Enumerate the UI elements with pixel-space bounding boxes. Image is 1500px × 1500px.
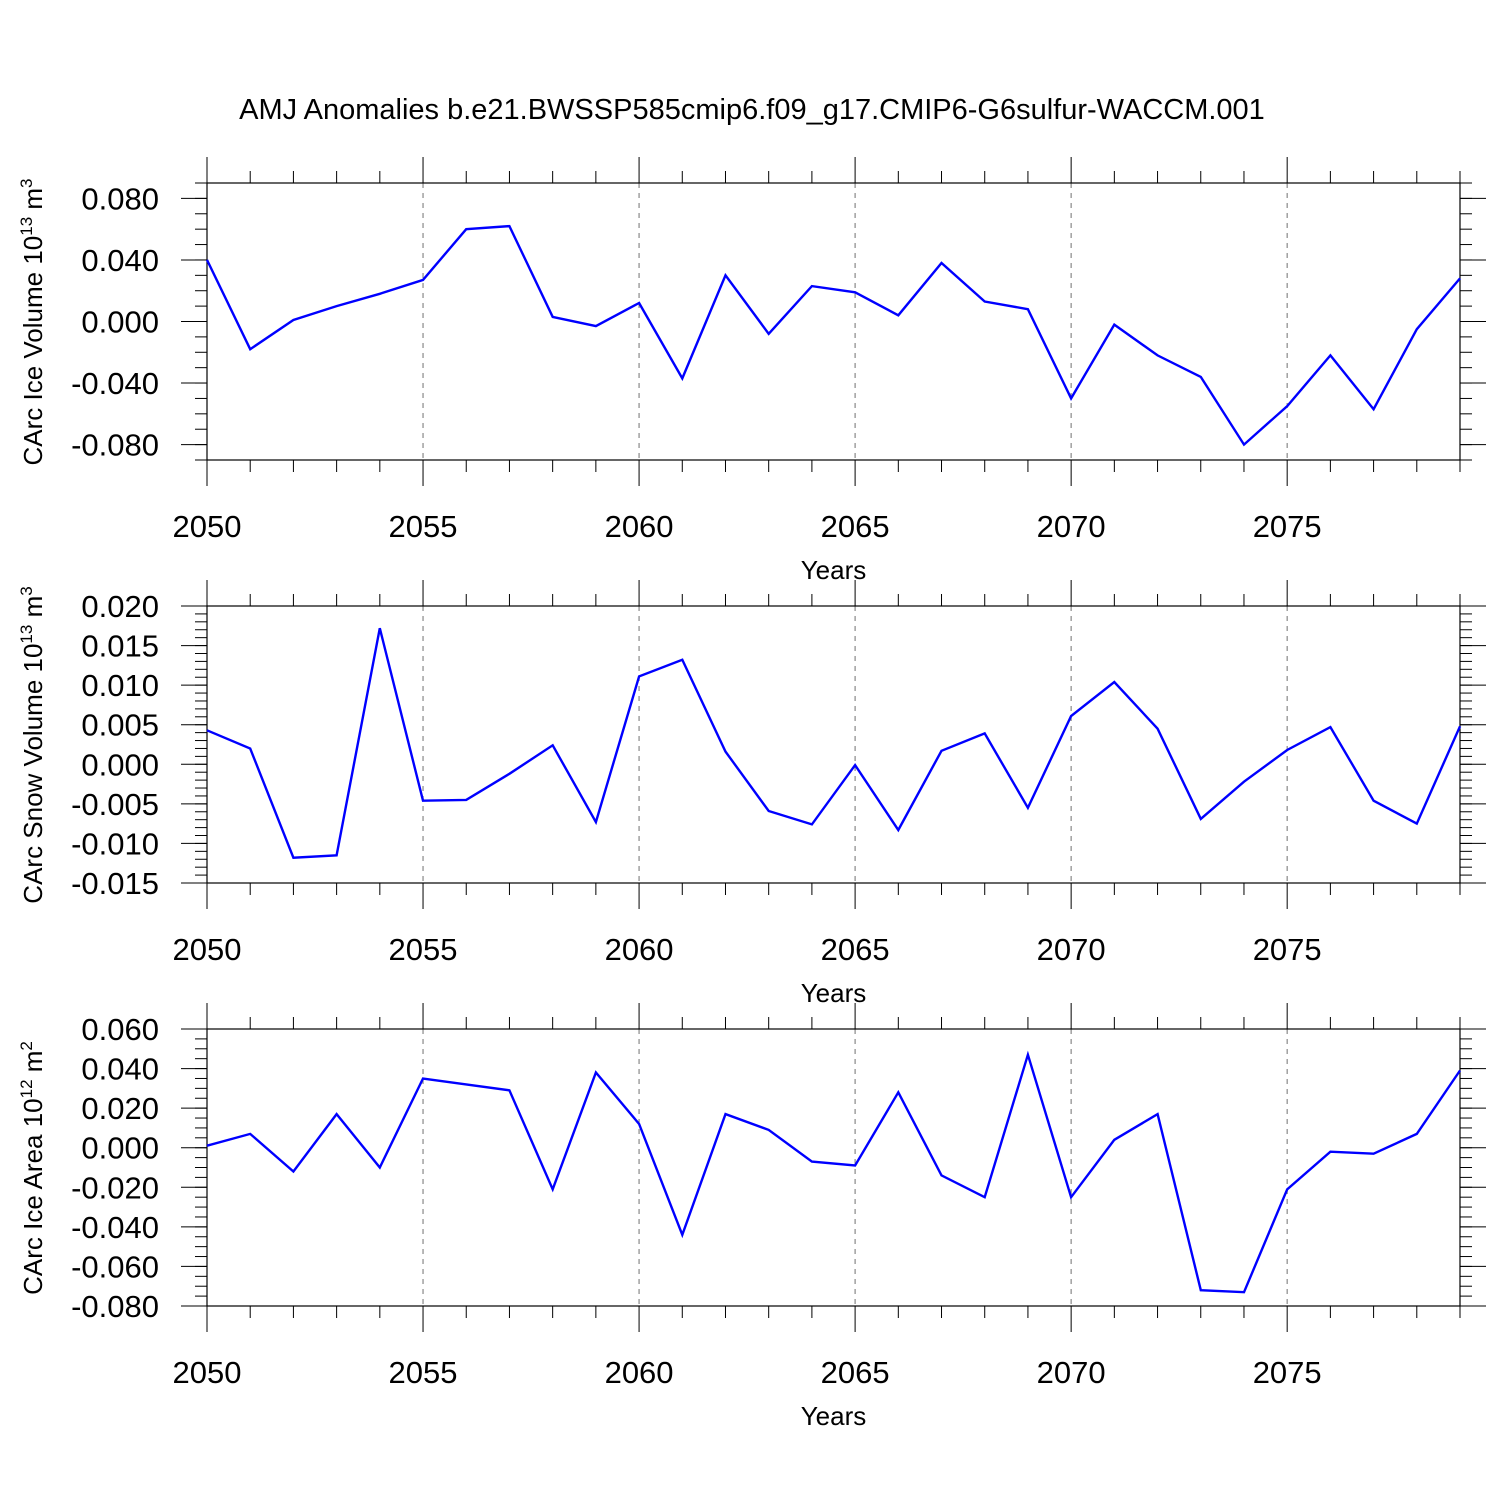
x-tick-label: 2065 [821,932,890,967]
y-tick-label: -0.040 [71,366,159,401]
x-tick-label: 2060 [605,932,674,967]
x-tick-label: 2070 [1037,1355,1106,1390]
x-tick-label: 2060 [605,1355,674,1390]
plot-frame [206,1028,1461,1307]
series-line [206,1050,1461,1294]
y-tick-label: 0.040 [81,1052,159,1087]
series-line [205,224,1461,447]
y-tick-label: -0.005 [71,787,159,822]
y-tick-label: 0.080 [81,181,159,216]
y-tick-label: 0.060 [81,1012,159,1047]
x-tick-label: 2065 [821,509,890,544]
x-tick-label: 2055 [389,1355,458,1390]
y-tick-label: 0.010 [81,668,159,703]
y-tick-label: -0.040 [71,1210,159,1245]
y-tick-label: 0.040 [81,243,159,278]
plot-frame [206,605,1461,884]
x-axis-label: Years [801,978,867,1008]
series-line [206,627,1462,859]
x-tick-label: 2055 [389,932,458,967]
y-axis-label: CArc Ice Volume 1013 m3 [17,178,48,465]
x-tick-label: 2065 [821,1355,890,1390]
x-tick-label: 2055 [389,509,458,544]
x-tick-label: 2075 [1253,932,1322,967]
y-tick-label: -0.080 [71,428,159,463]
panel-2: 2050 2055 2060 2065 2070 2075 Years -0.015 -0.01… [17,580,1486,1008]
y-axis-label: CArc Snow Volume 1013 m3 [17,586,48,903]
panel-1: 2050 2055 2060 2065 2070 2075 Years -0.080 -0.04… [17,157,1486,585]
x-axis-label: Years [801,1401,867,1431]
x-tick-label: 2075 [1253,1355,1322,1390]
panel-3: 2050 2055 2060 2065 2070 2075 Years -0.080 -0.06… [17,1003,1486,1431]
x-tick-label: 2060 [605,509,674,544]
y-tick-label: 0.000 [81,1131,159,1166]
x-tick-label: 2070 [1037,932,1106,967]
y-tick-label: -0.020 [71,1170,159,1205]
y-tick-label: 0.000 [81,305,159,340]
y-tick-label: -0.010 [71,826,159,861]
y-tick-label: 0.015 [81,629,159,664]
y-axis-label: CArc Ice Area 1012 m2 [17,1041,48,1295]
y-tick-label: 0.000 [81,747,159,782]
x-tick-label: 2050 [173,1355,242,1390]
y-tick-label: 0.020 [81,589,159,624]
y-tick-label: 0.020 [81,1091,159,1126]
panels: 2050 2055 2060 2065 2070 2075 Years -0.080 -0.04… [17,157,1486,1431]
y-tick-label: -0.080 [71,1289,159,1324]
x-tick-label: 2070 [1037,509,1106,544]
x-tick-label: 2050 [173,509,242,544]
y-tick-label: 0.005 [81,708,159,743]
y-tick-label: -0.060 [71,1249,159,1284]
figure-title: AMJ Anomalies b.e21.BWSSP585cmip6.f09_g1… [239,94,1265,126]
y-tick-label: -0.015 [71,866,159,901]
x-tick-label: 2050 [173,932,242,967]
x-axis-label: Years [801,555,867,585]
x-tick-label: 2075 [1253,509,1322,544]
